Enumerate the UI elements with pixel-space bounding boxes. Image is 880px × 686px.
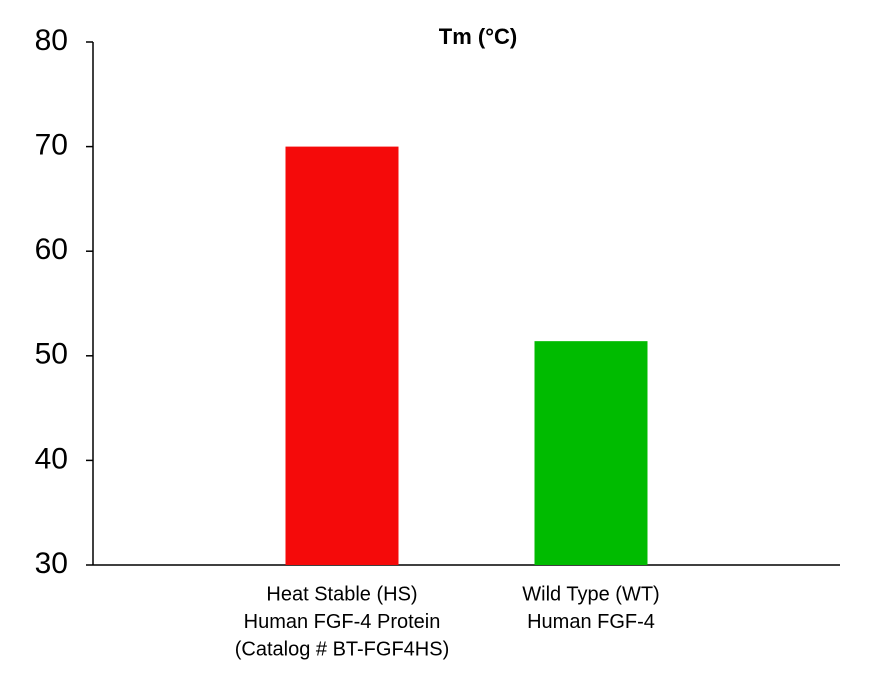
- x-tick-label: Heat Stable (HS): [266, 583, 417, 605]
- y-tick-label: 50: [35, 338, 68, 371]
- chart-title: Tm (°C): [439, 24, 517, 49]
- bar: [534, 341, 648, 565]
- x-tick-label: Human FGF-4: [527, 611, 655, 633]
- y-tick-label: 80: [35, 24, 68, 57]
- x-tick-label: (Catalog # BT-FGF4HS): [235, 638, 450, 660]
- x-tick-label: Wild Type (WT): [522, 583, 659, 605]
- bar: [285, 146, 399, 565]
- y-tick-label: 30: [35, 547, 68, 580]
- y-tick-label: 70: [35, 129, 68, 162]
- y-tick-label: 40: [35, 442, 68, 475]
- x-tick-label: Human FGF-4 Protein: [244, 611, 441, 633]
- y-tick-label: 60: [35, 233, 68, 266]
